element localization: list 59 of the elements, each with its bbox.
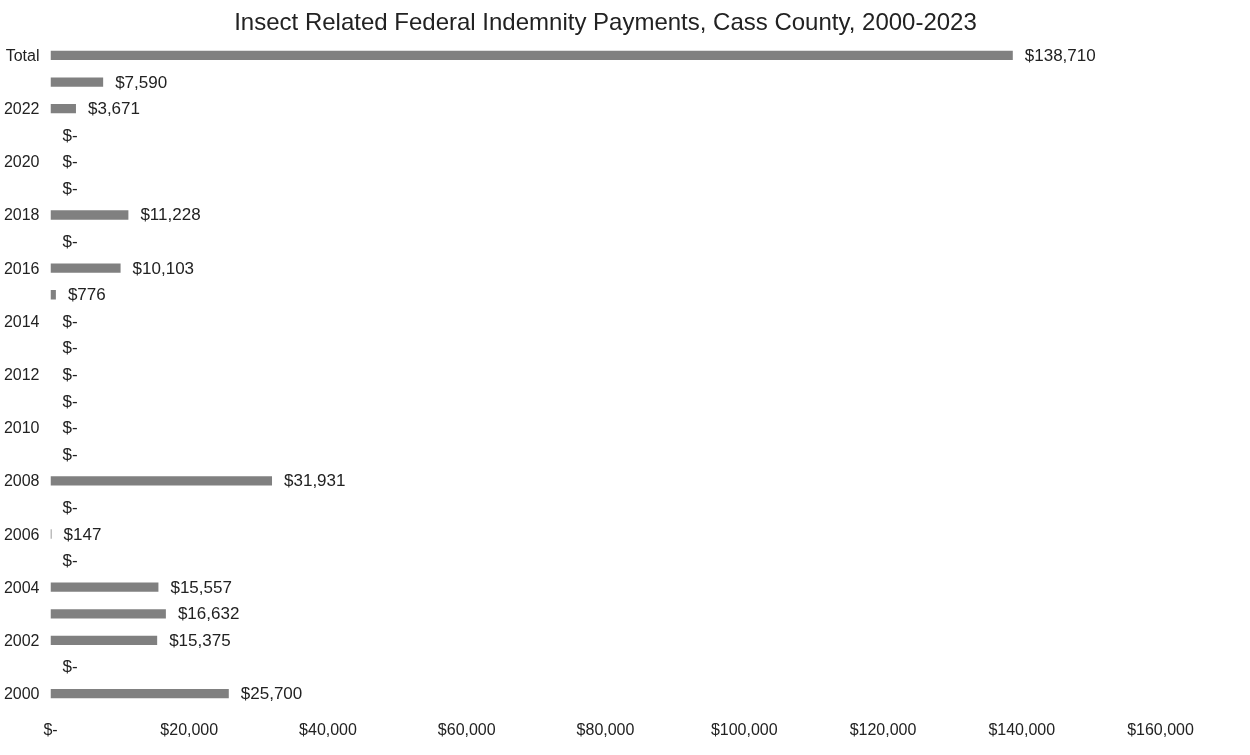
y-tick-label: 2020 <box>3 153 40 171</box>
x-tick-label: $20,000 <box>160 720 219 738</box>
y-tick-label: 2002 <box>3 631 40 649</box>
data-label: $3,671 <box>87 99 140 119</box>
data-label: $776 <box>67 285 106 305</box>
y-tick-label: 2014 <box>3 312 40 330</box>
y-tick-label: 2018 <box>3 206 40 224</box>
y-tick-label: 2008 <box>3 472 40 490</box>
y-tick-label: 2016 <box>3 259 40 277</box>
bar <box>50 210 129 220</box>
data-label: $- <box>62 152 78 172</box>
data-label: $31,931 <box>284 471 346 491</box>
bar <box>50 635 158 646</box>
data-label: $- <box>62 338 78 358</box>
bar <box>50 688 229 699</box>
data-label: $- <box>62 391 78 411</box>
bar <box>50 103 76 114</box>
y-tick-label: 2022 <box>3 100 40 118</box>
y-tick-label: Total <box>5 46 40 64</box>
bar <box>50 582 159 592</box>
data-label: $- <box>62 232 78 252</box>
data-label: $- <box>62 497 78 517</box>
data-label: $7,590 <box>115 72 168 92</box>
bar <box>50 77 104 87</box>
bar <box>50 263 121 273</box>
x-tick-label: $80,000 <box>576 720 635 738</box>
data-label: $147 <box>63 524 102 544</box>
x-tick-label: $60,000 <box>437 720 496 738</box>
data-label: $25,700 <box>240 684 303 704</box>
data-label: $15,557 <box>170 577 232 597</box>
bar <box>50 290 56 300</box>
bar <box>50 50 1013 61</box>
y-tick-label: 2010 <box>3 419 40 437</box>
x-tick-label: $120,000 <box>849 720 917 738</box>
data-label: $- <box>62 365 78 384</box>
x-tick-label: $140,000 <box>988 720 1056 738</box>
data-label: $10,103 <box>132 258 195 278</box>
x-tick-label: $40,000 <box>299 720 358 738</box>
x-tick-label: $160,000 <box>1127 720 1194 738</box>
data-label: $- <box>62 418 78 438</box>
data-label: $16,632 <box>177 604 240 624</box>
data-label: $- <box>62 125 78 145</box>
data-label: $138,710 <box>1024 45 1096 65</box>
data-label: $- <box>62 311 78 331</box>
data-label: $- <box>62 551 78 571</box>
y-tick-label: 2012 <box>3 366 40 383</box>
data-label: $- <box>62 178 78 198</box>
chart-title: Insect Related Federal Indemnity Payments, Cass County, 2000-2023 <box>234 7 977 35</box>
y-tick-label: 2000 <box>3 685 40 703</box>
bar <box>50 609 166 619</box>
y-tick-label: 2004 <box>3 578 40 596</box>
data-label: $- <box>62 657 78 677</box>
data-label: $11,228 <box>140 205 201 225</box>
x-tick-label: $- <box>43 720 58 738</box>
x-tick-label: $100,000 <box>710 720 778 738</box>
y-tick-label: 2006 <box>3 525 40 543</box>
data-label: $- <box>62 444 78 464</box>
bar <box>50 476 273 486</box>
data-label: $15,375 <box>169 630 231 650</box>
